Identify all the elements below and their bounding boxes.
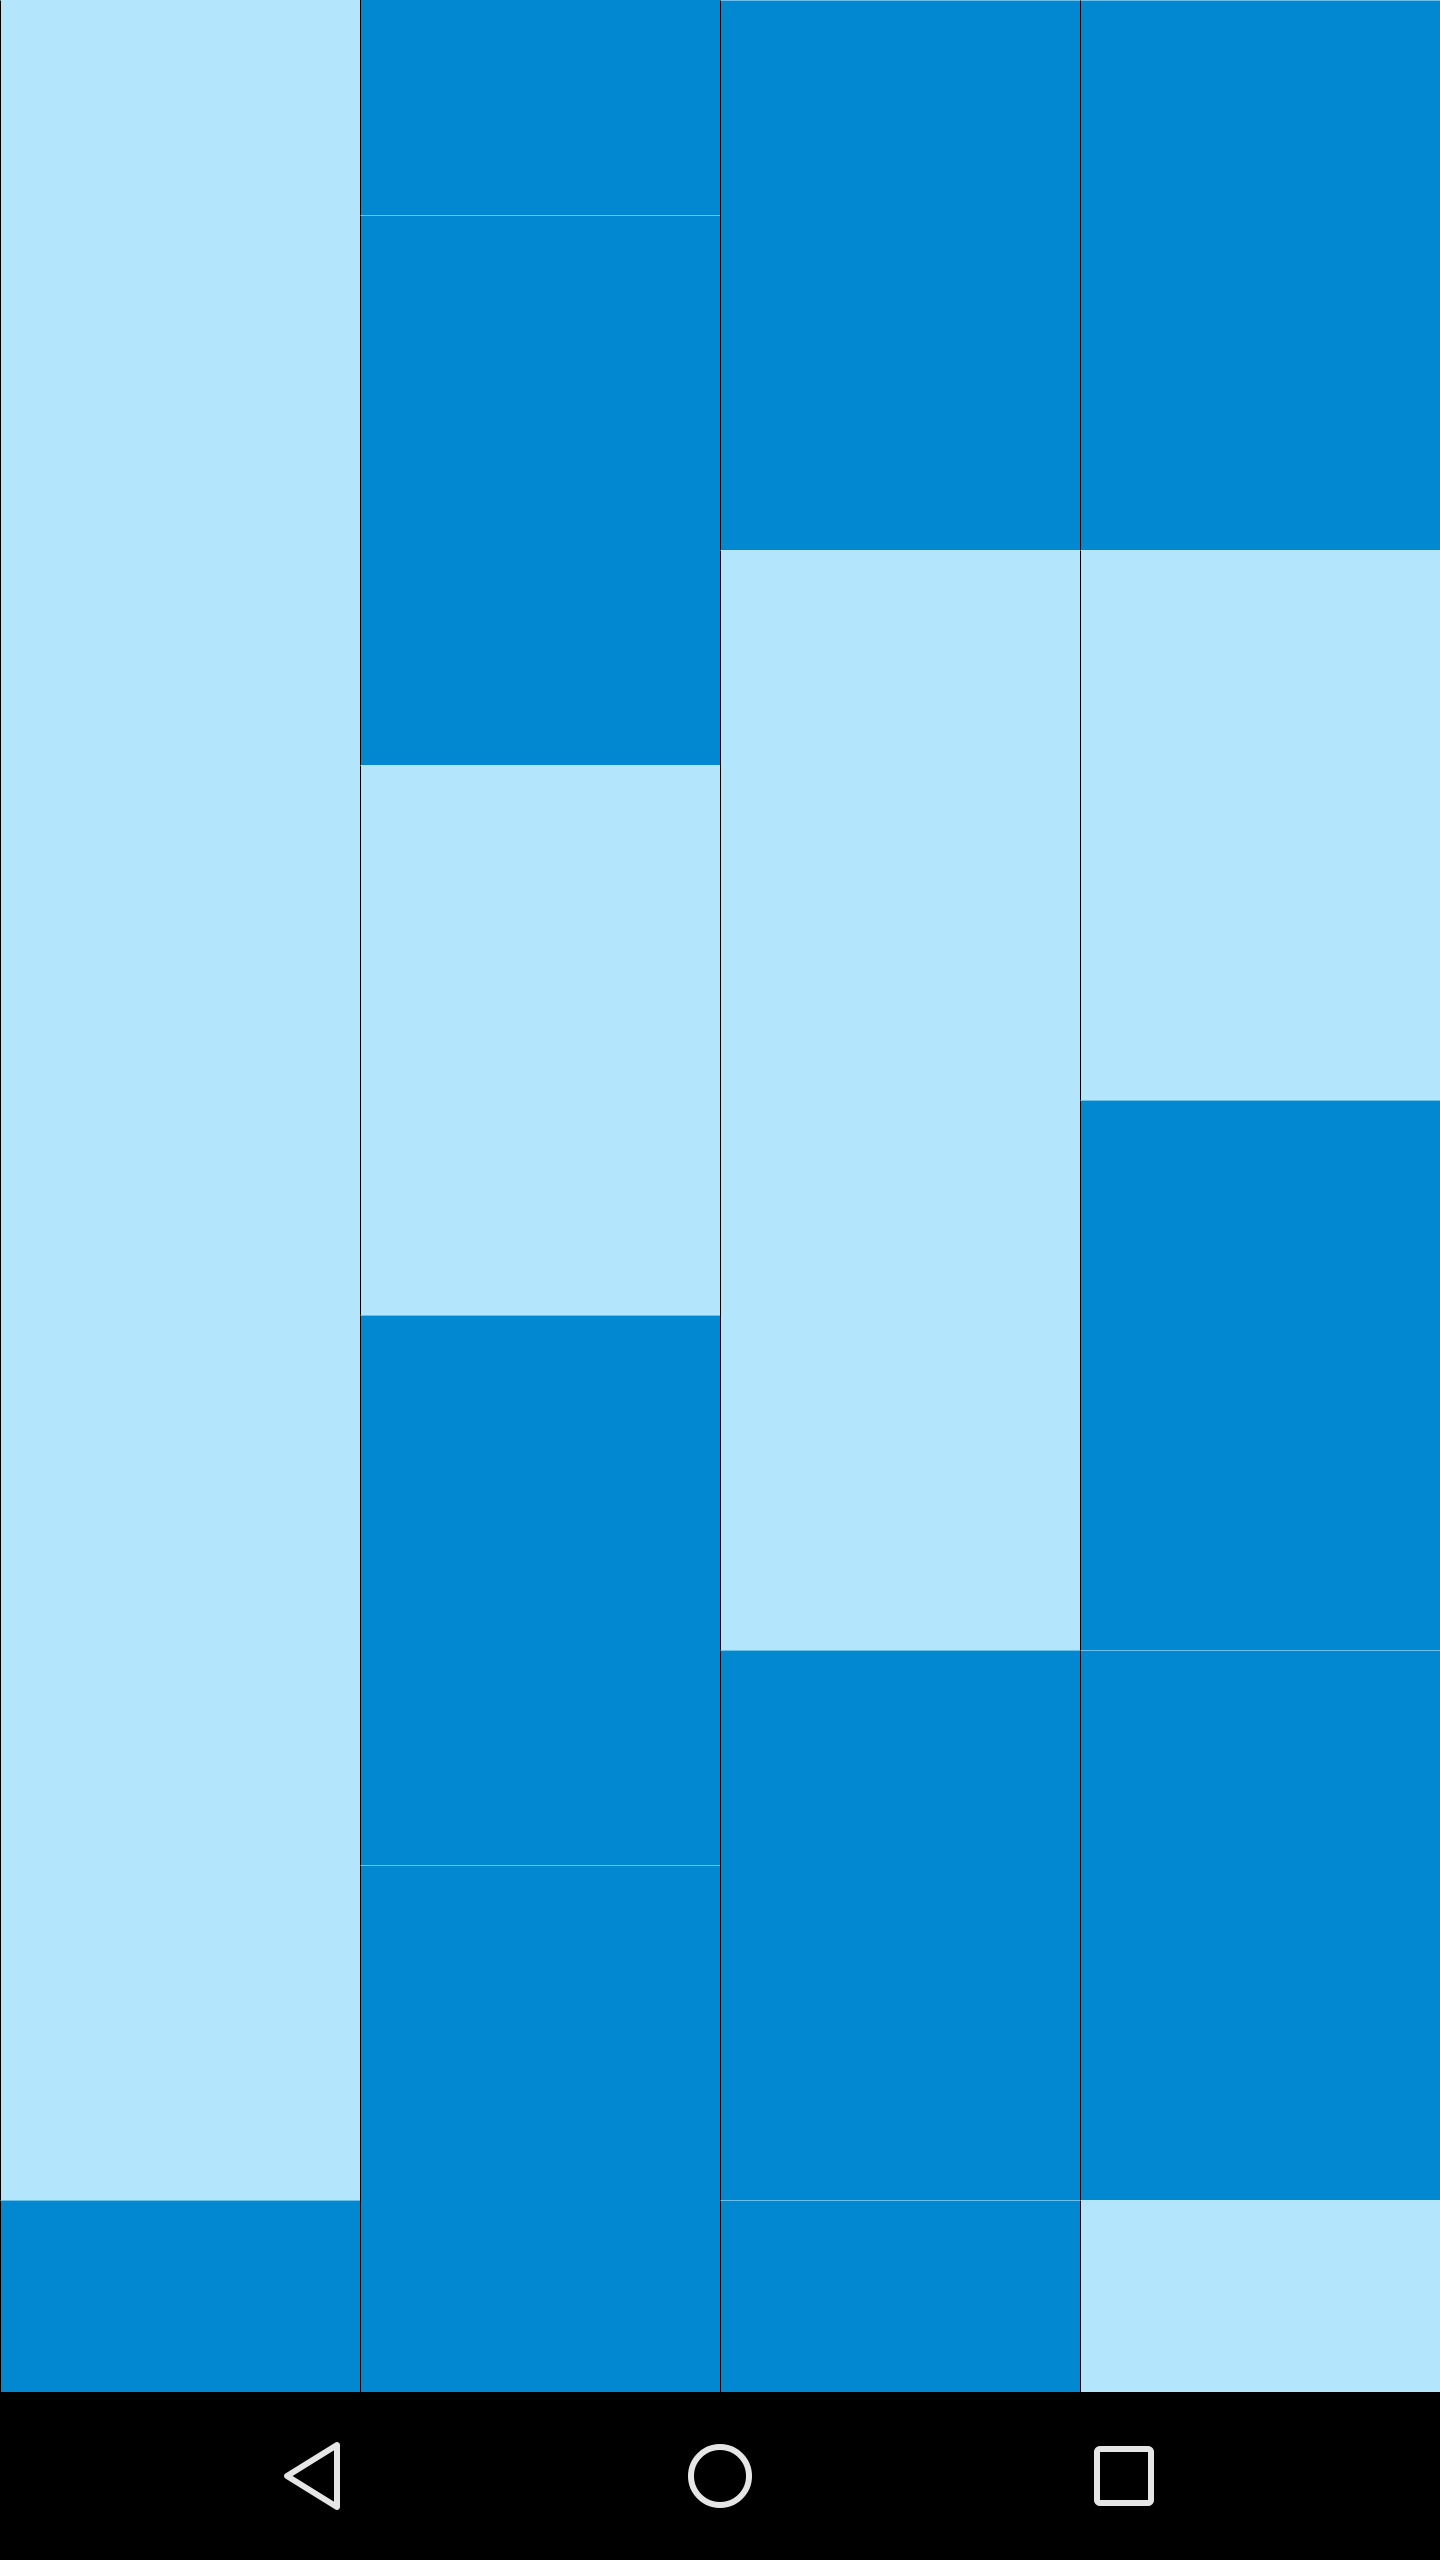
tile-light[interactable] — [1080, 550, 1440, 1100]
tile-dark[interactable] — [360, 1315, 720, 1865]
home-button[interactable] — [630, 2392, 810, 2560]
tile-dark[interactable] — [720, 0, 1080, 550]
recents-icon — [1094, 2446, 1154, 2506]
tile-light[interactable] — [360, 765, 720, 1315]
tile-dark[interactable] — [720, 1650, 1080, 2200]
game-board — [0, 0, 1440, 2392]
tile-dark[interactable] — [0, 2200, 360, 2392]
navigation-bar — [0, 2392, 1440, 2560]
back-icon — [284, 2442, 340, 2510]
tile-dark[interactable] — [360, 0, 720, 215]
tile-dark[interactable] — [360, 1865, 720, 2392]
tile-dark[interactable] — [720, 2200, 1080, 2392]
tile-light[interactable] — [1080, 2200, 1440, 2392]
tile-dark[interactable] — [360, 215, 720, 765]
home-icon — [688, 2444, 752, 2508]
tile-dark[interactable] — [1080, 0, 1440, 550]
tile-light[interactable] — [0, 0, 360, 2200]
recents-button[interactable] — [1034, 2392, 1214, 2560]
back-button[interactable] — [226, 2392, 406, 2560]
tile-light[interactable] — [720, 550, 1080, 1650]
tile-dark[interactable] — [1080, 1100, 1440, 1650]
tile-dark[interactable] — [1080, 1650, 1440, 2200]
